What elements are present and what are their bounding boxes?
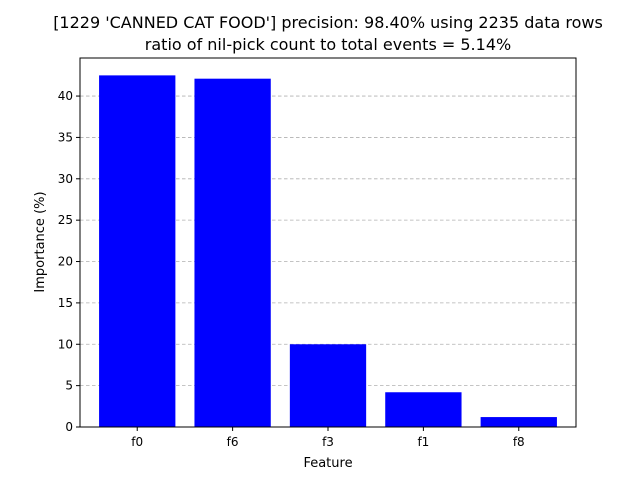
bar-f3 (289, 344, 367, 427)
chart-title-line2: ratio of nil-pick count to total events … (145, 35, 511, 54)
x-tick-label-f8: f8 (513, 435, 525, 449)
x-tick-label-f6: f6 (227, 435, 239, 449)
x-axis-ticks: f0 f6 f3 f1 f8 (131, 427, 525, 449)
y-tick-label: 35 (58, 130, 73, 144)
bars (99, 75, 557, 428)
y-tick-label: 10 (58, 337, 73, 351)
bar-f8 (480, 417, 557, 427)
x-axis-label: Feature (303, 456, 352, 471)
y-tick-label: 20 (58, 255, 73, 269)
chart-title-line1: [1229 'CANNED CAT FOOD'] precision: 98.4… (53, 13, 603, 32)
y-tick-label: 15 (58, 296, 73, 310)
y-tick-label: 30 (58, 172, 73, 186)
bar-f1 (385, 392, 462, 427)
x-tick-label-f0: f0 (131, 435, 143, 449)
y-axis-label: Importance (%) (33, 191, 48, 292)
x-tick-label-f3: f3 (322, 435, 334, 449)
y-tick-label: 40 (58, 89, 73, 103)
bar-f0 (99, 75, 176, 427)
y-axis-ticks: 0 5 10 15 20 25 30 35 40 (58, 89, 80, 434)
y-tick-label: 5 (65, 379, 73, 393)
y-tick-label: 25 (58, 213, 73, 227)
bar-f6 (194, 78, 271, 428)
y-tick-label: 0 (65, 420, 73, 434)
x-tick-label-f1: f1 (417, 435, 429, 449)
